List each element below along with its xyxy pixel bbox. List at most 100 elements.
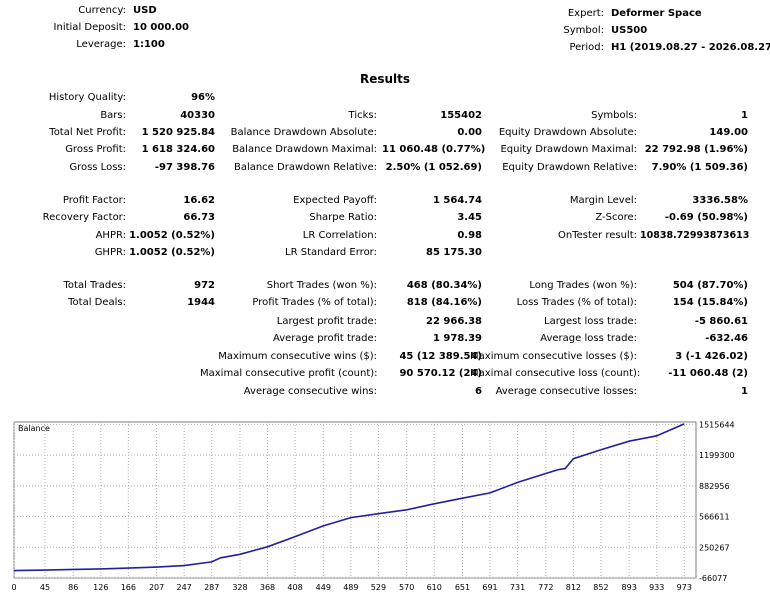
gross-profit-value: 1 618 324.60 xyxy=(141,144,215,155)
margin-level-label: Margin Level: xyxy=(569,195,637,206)
x-tick-label: 287 xyxy=(204,583,219,592)
x-tick-label: 0 xyxy=(11,583,16,592)
average-consecutive-losses-value: 1 xyxy=(741,386,748,397)
balance-series-line xyxy=(13,423,685,572)
x-tick-label: 45 xyxy=(40,583,50,592)
results-title: Results xyxy=(359,72,411,86)
history-quality-label: History Quality: xyxy=(48,92,126,103)
equity-dd-maximal-value: 22 792.98 (1.96%) xyxy=(644,144,748,155)
x-tick-label: 529 xyxy=(371,583,386,592)
balance-dd-absolute-value: 0.00 xyxy=(457,127,482,138)
period-label: Period: xyxy=(569,42,604,53)
currency-value: USD xyxy=(133,5,157,16)
leverage-value: 1:100 xyxy=(133,39,165,50)
x-tick-label: 368 xyxy=(260,583,275,592)
average-consecutive-wins-label: Average consecutive wins: xyxy=(243,386,377,397)
average-profit-trade-value: 1 978.39 xyxy=(432,333,482,344)
maximal-consecutive-profit-label: Maximal consecutive profit (count): xyxy=(200,368,378,379)
sharpe-ratio-value: 3.45 xyxy=(457,212,482,223)
expert-label: Expert: xyxy=(567,8,604,19)
history-quality-value: 96% xyxy=(191,92,215,103)
y-tick-label: 250267 xyxy=(699,543,730,552)
loss-trades-value: 154 (15.84%) xyxy=(672,297,748,308)
balance-chart: Balance 1515644 1199300 882956 566611 250267… xyxy=(11,420,735,592)
x-tick-label: 126 xyxy=(93,583,108,592)
total-deals-label: Total Deals: xyxy=(68,297,126,308)
x-tick-label: 489 xyxy=(343,583,358,592)
max-consecutive-losses-value: 3 (-1 426.02) xyxy=(675,351,748,362)
max-consecutive-wins-value: 45 (12 389.54) xyxy=(399,351,482,362)
bars-label: Bars: xyxy=(100,110,126,121)
lr-correlation-value: 0.98 xyxy=(457,230,482,241)
equity-dd-relative-label: Equity Drawdown Relative: xyxy=(502,162,637,173)
maximal-consecutive-loss-label: Maximal consecutive loss (count): xyxy=(470,368,641,379)
gross-loss-label: Gross Loss: xyxy=(69,162,126,173)
expert-value: Deformer Space xyxy=(611,8,702,19)
balance-dd-maximal-label: Balance Drawdown Maximal: xyxy=(232,144,377,155)
y-tick-label: 1515644 xyxy=(699,420,735,429)
gross-loss-value: -97 398.76 xyxy=(154,162,215,173)
x-axis-ticks: 0 45 86 126 166 207 247 287 328 368 408 449 489 529 57… xyxy=(11,583,691,592)
x-tick-label: 247 xyxy=(177,583,192,592)
symbols-label: Symbols: xyxy=(591,110,637,121)
total-net-profit-label: Total Net Profit: xyxy=(49,127,126,138)
x-tick-label: 691 xyxy=(482,583,497,592)
leverage-label: Leverage: xyxy=(76,39,126,50)
symbol-label: Symbol: xyxy=(563,25,604,36)
x-tick-label: 570 xyxy=(399,583,414,592)
x-tick-label: 893 xyxy=(622,583,637,592)
x-tick-label: 610 xyxy=(427,583,442,592)
long-trades-value: 504 (87.70%) xyxy=(672,280,748,291)
y-tick-label: -66077 xyxy=(699,574,727,583)
ahpr-value: 1.0052 (0.52%) xyxy=(129,230,215,241)
max-consecutive-losses-label: Maximum consecutive losses ($): xyxy=(470,351,637,362)
margin-level-value: 3336.58% xyxy=(692,195,748,206)
initial-deposit-value: 10 000.00 xyxy=(133,22,189,33)
equity-dd-absolute-value: 149.00 xyxy=(709,127,748,138)
maximal-consecutive-profit-value: 90 570.12 (24) xyxy=(399,368,482,379)
z-score-label: Z-Score: xyxy=(595,212,637,223)
x-tick-label: 166 xyxy=(121,583,136,592)
y-tick-label: 1199300 xyxy=(699,451,735,460)
x-tick-label: 449 xyxy=(316,583,331,592)
ahpr-label: AHPR: xyxy=(95,230,126,241)
lr-correlation-label: LR Correlation: xyxy=(302,230,377,241)
profit-trades-value: 818 (84.16%) xyxy=(406,297,482,308)
largest-loss-trade-label: Largest loss trade: xyxy=(544,316,637,327)
balance-dd-relative-value: 2.50% (1 052.69) xyxy=(385,162,482,173)
expected-payoff-label: Expected Payoff: xyxy=(293,195,377,206)
largest-profit-trade-label: Largest profit trade: xyxy=(276,316,377,327)
x-tick-label: 852 xyxy=(593,583,608,592)
ticks-label: Ticks: xyxy=(348,110,377,121)
x-tick-label: 772 xyxy=(538,583,553,592)
loss-trades-label: Loss Trades (% of total): xyxy=(516,297,637,308)
total-trades-label: Total Trades: xyxy=(63,280,127,291)
long-trades-label: Long Trades (won %): xyxy=(529,280,637,291)
x-tick-label: 651 xyxy=(455,583,470,592)
profit-factor-value: 16.62 xyxy=(183,195,215,206)
lr-standard-error-value: 85 175.30 xyxy=(426,247,482,258)
profit-factor-label: Profit Factor: xyxy=(62,195,126,206)
max-consecutive-wins-label: Maximum consecutive wins ($): xyxy=(218,351,377,362)
recovery-factor-label: Recovery Factor: xyxy=(42,212,126,223)
average-profit-trade-label: Average profit trade: xyxy=(272,333,377,344)
ghpr-value: 1.0052 (0.52%) xyxy=(129,247,215,258)
total-deals-value: 1944 xyxy=(187,297,215,308)
x-tick-label: 207 xyxy=(149,583,164,592)
chart-grid xyxy=(13,422,696,579)
largest-loss-trade-value: -5 860.61 xyxy=(694,316,748,327)
x-tick-label: 933 xyxy=(649,583,664,592)
short-trades-label: Short Trades (won %): xyxy=(266,280,377,291)
ticks-value: 155402 xyxy=(440,110,482,121)
chart-title: Balance xyxy=(18,424,50,433)
balance-dd-absolute-label: Balance Drawdown Absolute: xyxy=(230,127,377,138)
equity-dd-absolute-label: Equity Drawdown Absolute: xyxy=(498,127,637,138)
balance-dd-relative-label: Balance Drawdown Relative: xyxy=(233,162,377,173)
lr-standard-error-label: LR Standard Error: xyxy=(285,247,377,258)
symbols-value: 1 xyxy=(741,110,748,121)
x-tick-label: 328 xyxy=(232,583,247,592)
ghpr-label: GHPR: xyxy=(94,247,126,258)
x-tick-label: 812 xyxy=(566,583,581,592)
gross-profit-label: Gross Profit: xyxy=(65,144,126,155)
average-consecutive-losses-label: Average consecutive losses: xyxy=(495,386,637,397)
